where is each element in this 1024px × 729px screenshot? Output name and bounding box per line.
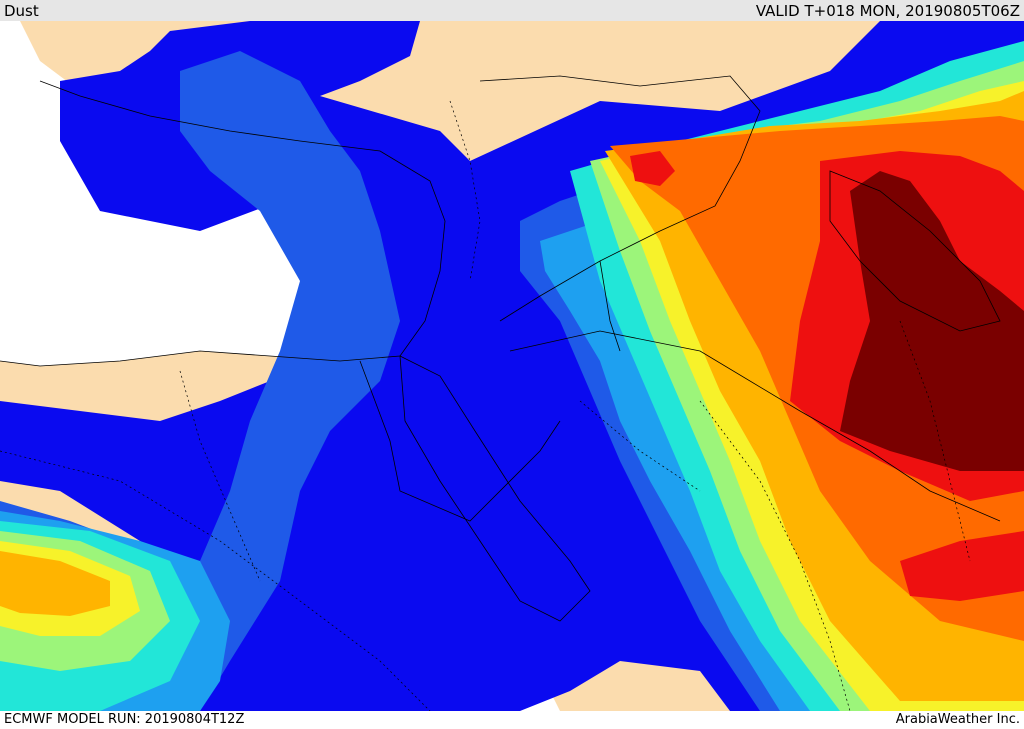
dust-level-10 xyxy=(840,171,1024,471)
map-title: Dust xyxy=(4,2,39,20)
header-bar xyxy=(0,0,1024,21)
border-line-1 xyxy=(479,75,761,322)
dotted-border-5 xyxy=(449,100,481,282)
dust-contours xyxy=(0,21,1024,711)
model-run: ECMWF MODEL RUN: 20190804T12Z xyxy=(4,712,245,727)
credit: ArabiaWeather Inc. xyxy=(895,712,1020,727)
border-line-2 xyxy=(509,330,1001,522)
internal-borders xyxy=(0,100,971,711)
dotted-border-6 xyxy=(579,400,701,492)
dust-level-9c xyxy=(900,531,1024,601)
borders xyxy=(0,75,1001,622)
dust-map xyxy=(0,21,1024,711)
coastline-arabian-gulf xyxy=(829,170,1001,332)
dust-level-7b xyxy=(0,551,110,616)
dotted-border-2 xyxy=(179,370,261,582)
valid-time: VALID T+018 MON, 20190805T06Z xyxy=(755,2,1020,20)
footer-bar xyxy=(0,711,1024,729)
border-line-4 xyxy=(599,260,621,352)
dotted-border-1 xyxy=(0,450,431,711)
coastline-red-sea xyxy=(399,355,591,622)
dust-level-9b xyxy=(630,151,675,186)
dotted-border-4 xyxy=(899,320,971,562)
dotted-border-3 xyxy=(699,400,851,711)
border-line-3 xyxy=(359,360,561,522)
coastline-mediterranean xyxy=(0,80,446,367)
